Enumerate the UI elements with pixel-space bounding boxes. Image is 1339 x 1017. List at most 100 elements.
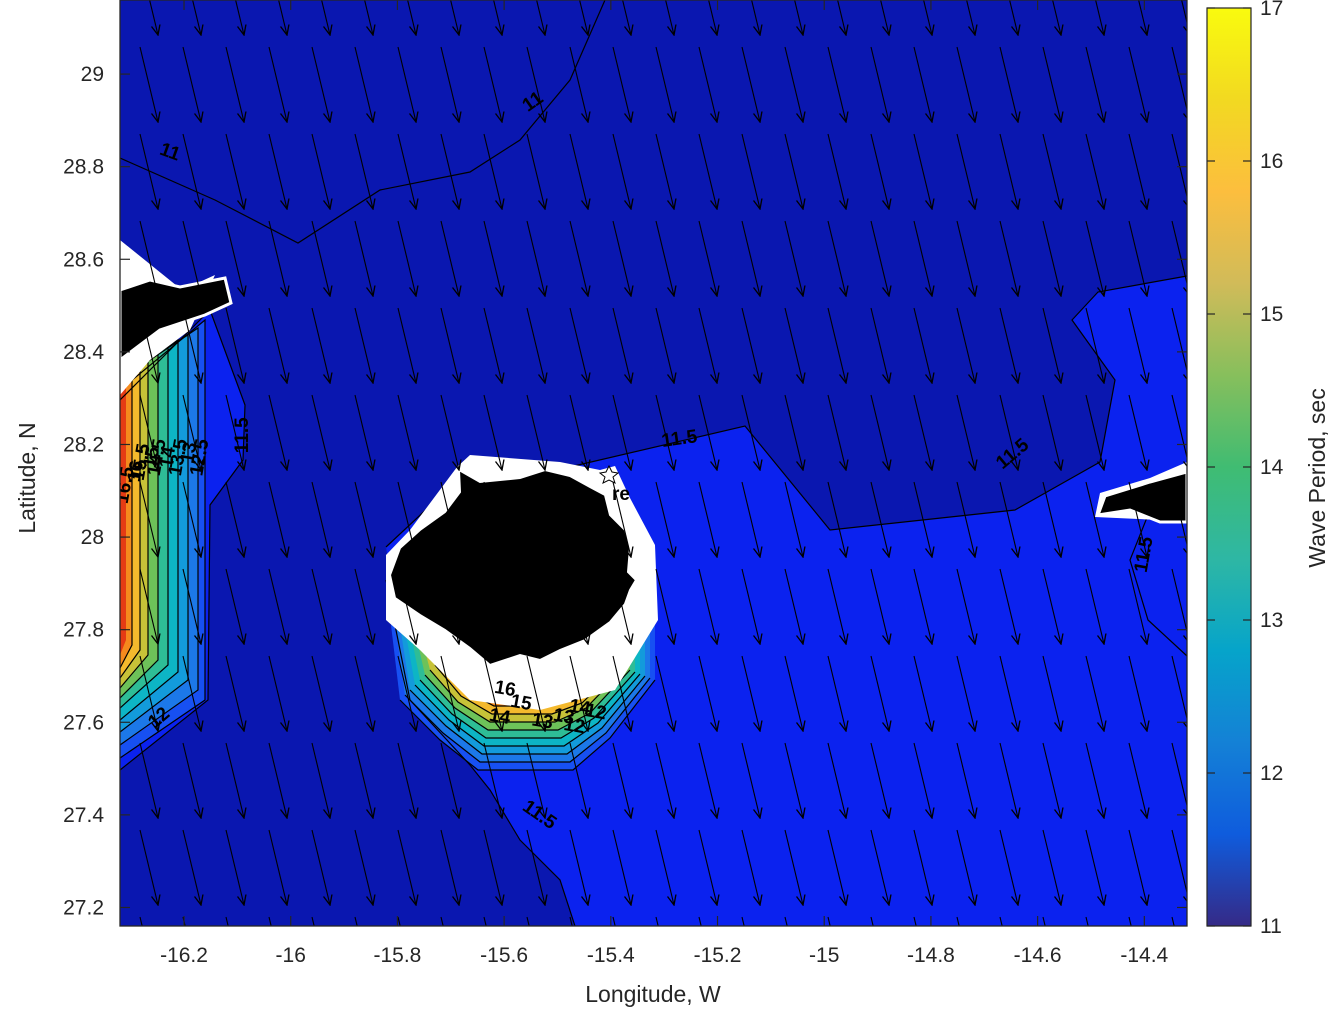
- wind-arrow: [827, 394, 846, 470]
- wind-arrow: [1085, 133, 1104, 209]
- wind-arrow: [1128, 829, 1147, 905]
- wind-arrow: [1085, 742, 1104, 818]
- wind-arrow: [655, 568, 674, 644]
- wind-arrow: [526, 394, 545, 470]
- y-tick-label: 28.8: [63, 156, 104, 179]
- wind-arrow: [311, 307, 330, 383]
- wind-arrow: [182, 394, 201, 470]
- wind-arrow: [1128, 742, 1147, 818]
- wind-arrow: [827, 829, 846, 905]
- wind-arrow: [569, 829, 588, 905]
- y-tick-label: 28: [81, 526, 104, 549]
- wind-arrow: [182, 568, 201, 644]
- wind-arrow: [913, 568, 932, 644]
- wind-arrow: [1138, 0, 1147, 35]
- wind-arrow: [1128, 655, 1147, 731]
- wind-arrow: [483, 46, 502, 122]
- wind-arrow: [837, 0, 846, 35]
- wind-arrow: [225, 742, 244, 818]
- wind-arrow: [784, 394, 803, 470]
- wind-arrow: [698, 655, 717, 731]
- wind-arrow: [526, 481, 545, 557]
- wind-arrow: [956, 133, 975, 209]
- wind-arrow: [440, 916, 444, 926]
- wind-arrow: [569, 481, 588, 557]
- wind-arrow: [139, 655, 158, 731]
- wind-arrow: [612, 655, 631, 731]
- wind-arrow: [311, 829, 330, 905]
- x-tick-label: -14.6: [1014, 944, 1062, 967]
- wind-arrow: [526, 46, 545, 122]
- x-axis-ticks: -16.2 -16 -15.8 -15.6 -15.4 -15.2 -15 -14.8 -14.…: [160, 0, 1169, 967]
- wind-arrow: [440, 46, 459, 122]
- wind-arrow: [225, 220, 244, 296]
- wind-arrow: [311, 133, 330, 209]
- wind-arrow: [1095, 0, 1104, 35]
- y-tick-label: 27.8: [63, 619, 104, 642]
- wind-arrow: [698, 133, 717, 209]
- wind-arrow: [268, 481, 287, 557]
- wind-arrow: [1128, 46, 1147, 122]
- wind-arrow: [311, 46, 330, 122]
- wind-arrow: [225, 655, 244, 731]
- wind-arrow: [1085, 568, 1104, 644]
- wind-arrow: [655, 46, 674, 122]
- wind-arrow: [999, 394, 1018, 470]
- wind-arrow: [1042, 46, 1061, 122]
- wind-arrow: [913, 394, 932, 470]
- wind-arrow: [827, 481, 846, 557]
- wind-arrow: [354, 568, 373, 644]
- wind-arrow: [870, 742, 889, 818]
- contour-label: 16: [493, 677, 517, 701]
- wind-arrow: [1171, 655, 1187, 731]
- y-axis-label: Latitude, N: [14, 422, 40, 533]
- wind-arrow: [741, 655, 760, 731]
- wind-arrow: [655, 655, 674, 731]
- x-tick-label: -15.4: [587, 944, 635, 967]
- contour-label: 14: [488, 705, 513, 729]
- wind-arrow: [139, 46, 158, 122]
- wind-arrow: [483, 829, 502, 905]
- wind-arrow: [397, 742, 416, 818]
- wind-arrow: [999, 742, 1018, 818]
- wind-arrow: [612, 394, 631, 470]
- wind-arrow: [741, 916, 745, 926]
- wind-arrow: [1042, 394, 1061, 470]
- wind-arrow: [784, 916, 788, 926]
- wind-arrow: [1042, 307, 1061, 383]
- wind-arrow: [354, 916, 358, 926]
- wind-arrow: [397, 568, 416, 644]
- wind-arrow: [569, 46, 588, 122]
- wind-arrow: [1171, 742, 1187, 818]
- wind-arrow: [1085, 220, 1104, 296]
- wind-arrow: [225, 568, 244, 644]
- wind-arrow: [483, 742, 502, 818]
- x-tick-label: -14.4: [1120, 944, 1168, 967]
- y-tick-label: 27.4: [63, 804, 104, 827]
- wind-arrow: [354, 307, 373, 383]
- wind-arrow: [569, 394, 588, 470]
- wind-arrow: [1171, 394, 1187, 470]
- wind-arrow: [698, 394, 717, 470]
- wind-arrow: [569, 742, 588, 818]
- x-tick-label: -16: [276, 944, 306, 967]
- wind-arrow: [741, 394, 760, 470]
- wind-arrow: [741, 829, 760, 905]
- wind-arrow: [440, 394, 459, 470]
- wind-arrow: [622, 0, 631, 35]
- wind-arrow: [698, 481, 717, 557]
- wind-arrow: [913, 46, 932, 122]
- wind-arrow: [784, 829, 803, 905]
- wind-arrow: [225, 829, 244, 905]
- station-label: re: [612, 484, 630, 505]
- wind-arrow: [956, 655, 975, 731]
- wind-arrow: [354, 742, 373, 818]
- wind-arrow: [1171, 829, 1187, 905]
- contour-label: 13: [177, 441, 201, 465]
- y-tick-label: 27.6: [63, 711, 104, 734]
- wind-arrow: [784, 46, 803, 122]
- wind-arrow: [536, 0, 545, 35]
- wind-arrow: [483, 220, 502, 296]
- wind-arrow: [698, 742, 717, 818]
- wind-arrow: [1128, 220, 1147, 296]
